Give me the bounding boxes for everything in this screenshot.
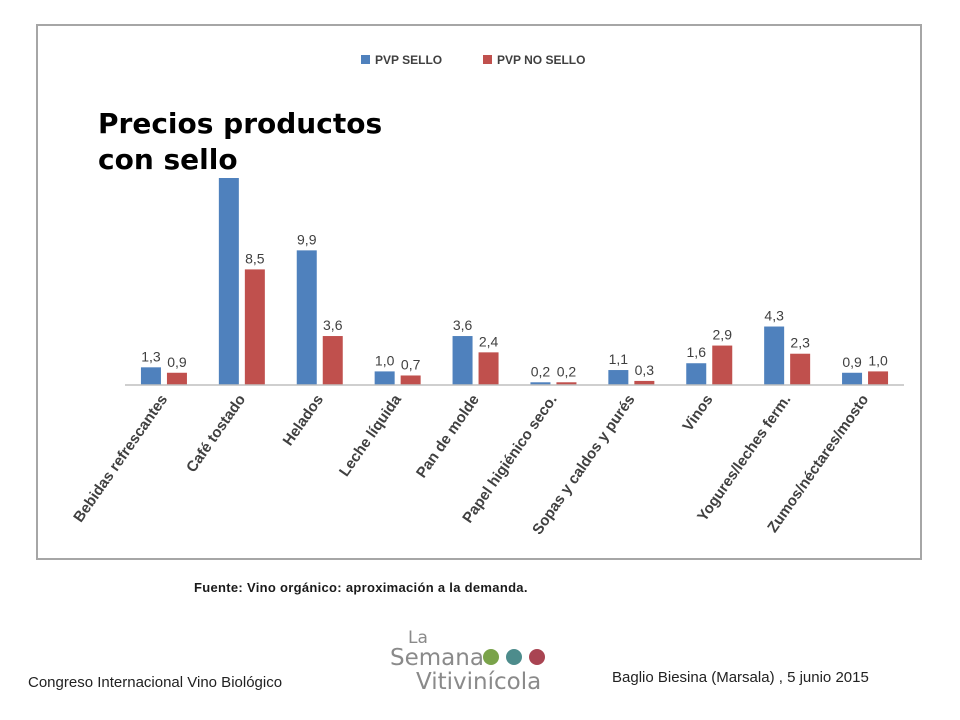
logo-text-la: La	[408, 628, 428, 648]
title-line-1: Precios productos	[98, 107, 383, 140]
bar-sello-3	[374, 371, 395, 385]
bar-no-sello-5	[556, 382, 577, 385]
bar-sello-9	[842, 372, 863, 385]
bar-no-sello-3	[400, 375, 421, 385]
bar-chart: PVP SELLO PVP NO SELLO 1,3 0,9 Bebidas ref…	[70, 53, 904, 538]
category-label-2: Helados	[280, 392, 327, 450]
semana-vitivinicola-logo: La Semana Vitivinícola	[390, 628, 545, 695]
data-label-no-sello-4: 2,4	[479, 333, 499, 349]
slide-title: Precios productos con sello	[98, 106, 389, 178]
data-label-sello-9: 0,9	[842, 354, 862, 370]
data-label-no-sello-8: 2,3	[790, 335, 810, 351]
bar-no-sello-6	[634, 380, 655, 385]
data-label-sello-0: 1,3	[141, 348, 161, 364]
bar-no-sello-2	[322, 336, 343, 385]
logo-text-vitivinicola: Vitivinícola	[416, 669, 541, 694]
data-label-no-sello-2: 3,6	[323, 317, 343, 333]
data-label-sello-2: 9,9	[297, 231, 317, 247]
data-label-no-sello-5: 0,2	[557, 363, 577, 379]
chart-frame: PVP SELLO PVP NO SELLO 1,3 0,9 Bebidas ref…	[36, 24, 922, 560]
bar-no-sello-4	[478, 352, 499, 385]
data-label-sello-6: 1,1	[609, 351, 629, 367]
bars-layer	[140, 153, 889, 385]
data-label-sello-3: 1,0	[375, 352, 395, 368]
bar-sello-8	[764, 326, 785, 385]
bar-sello-6	[608, 370, 629, 385]
bar-no-sello-1	[244, 269, 265, 385]
data-label-no-sello-0: 0,9	[167, 354, 187, 370]
logo-text-semana: Semana	[390, 645, 484, 671]
bar-sello-2	[296, 250, 317, 385]
title-line-2: con sello	[98, 143, 238, 176]
grape-icon	[506, 649, 522, 665]
bar-no-sello-9	[868, 371, 889, 385]
brand-logo: La Semana Vitivinícola	[388, 626, 558, 699]
bar-no-sello-8	[790, 353, 811, 385]
bar-sello-1	[218, 153, 239, 385]
bar-no-sello-0	[166, 372, 187, 385]
source-note: Fuente: Vino orgánico: aproximación a la…	[194, 580, 528, 595]
data-label-sello-5: 0,2	[531, 363, 551, 379]
legend-label-no-sello: PVP NO SELLO	[497, 53, 585, 67]
data-label-no-sello-9: 1,0	[868, 352, 888, 368]
legend-swatch-sello	[361, 55, 370, 64]
leaf-icon	[529, 649, 545, 665]
data-label-no-sello-6: 0,3	[635, 362, 655, 378]
data-label-sello-8: 4,3	[764, 308, 784, 324]
bar-sello-0	[140, 367, 161, 385]
data-label-sello-7: 1,6	[687, 344, 707, 360]
bar-sello-4	[452, 336, 473, 385]
legend-label-sello: PVP SELLO	[375, 53, 442, 67]
bar-sello-5	[530, 382, 551, 385]
data-label-no-sello-3: 0,7	[401, 356, 421, 372]
category-label-4: Pan de molde	[413, 392, 483, 482]
bar-no-sello-7	[712, 345, 733, 385]
category-label-3: Leche líquida	[336, 391, 405, 480]
bar-sello-7	[686, 363, 707, 385]
data-label-sello-4: 3,6	[453, 317, 473, 333]
footer-venue-date: Baglio Biesina (Marsala) , 5 junio 2015	[612, 669, 869, 686]
footer-event-name: Congreso Internacional Vino Biológico	[28, 674, 283, 691]
category-label-7: Vinos	[679, 392, 716, 435]
flower-icon	[483, 649, 499, 665]
category-label-1: Café tostado	[183, 392, 249, 476]
legend: PVP SELLO PVP NO SELLO	[361, 53, 585, 67]
data-label-no-sello-7: 2,9	[713, 327, 733, 343]
data-label-no-sello-1: 8,5	[245, 250, 265, 266]
category-label-0: Bebidas refrescantes	[70, 392, 171, 526]
legend-swatch-no-sello	[483, 55, 492, 64]
